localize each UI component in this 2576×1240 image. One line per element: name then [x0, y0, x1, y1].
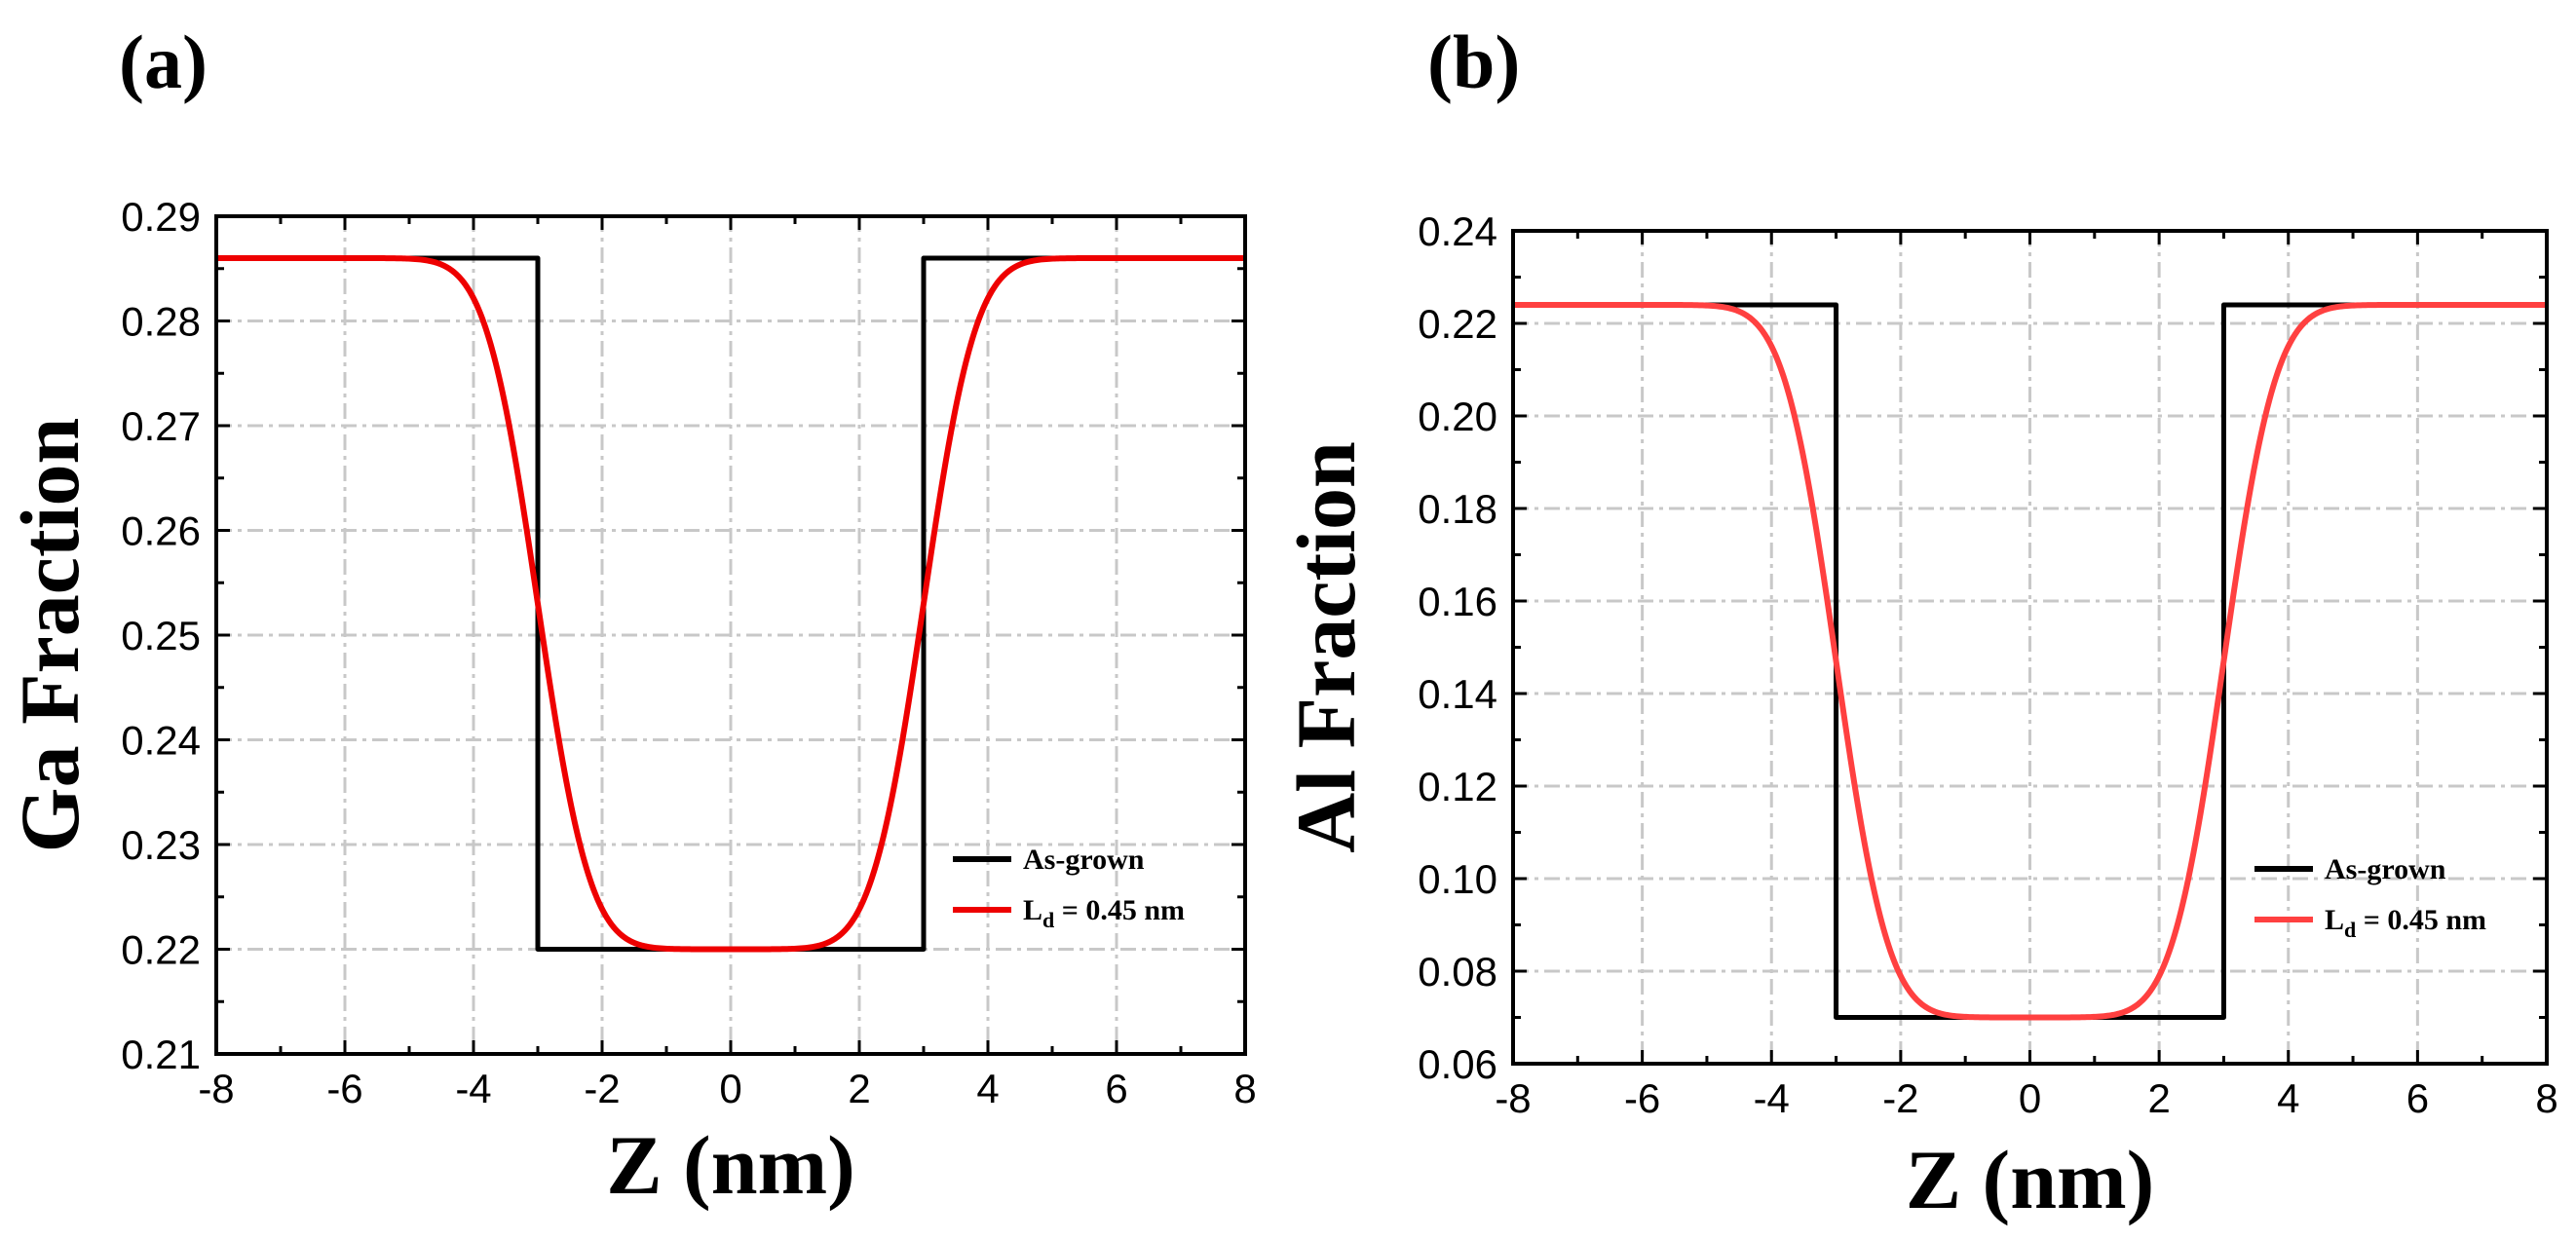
legend-label-main: L [2325, 904, 2344, 936]
y-tick-label: 0.12 [1418, 764, 1497, 809]
x-tick-label: 0 [2019, 1075, 2041, 1121]
x-tick-label: -4 [455, 1066, 491, 1111]
y-tick-label: 0.10 [1418, 856, 1497, 902]
y-tick-label: 0.22 [121, 927, 201, 973]
y-axis-title: Al Fraction [1279, 441, 1373, 853]
legend-label: As-grown [2325, 853, 2446, 885]
x-tick-label: 8 [1233, 1066, 1256, 1111]
y-tick-label: 0.20 [1418, 394, 1497, 439]
x-tick-label: -6 [1624, 1075, 1660, 1121]
y-tick-label: 0.14 [1418, 671, 1497, 717]
x-axis-title: Z (nm) [606, 1118, 855, 1212]
y-tick-label: 0.25 [121, 613, 201, 658]
panel-label: (b) [1427, 19, 1520, 104]
legend-label: Ld = 0.45 nm [1023, 894, 1185, 932]
x-tick-label: 0 [719, 1066, 741, 1111]
x-tick-label: 2 [2147, 1075, 2170, 1121]
x-tick-label: -8 [198, 1066, 234, 1111]
x-axis-title: Z (nm) [1906, 1133, 2155, 1226]
y-tick-label: 0.29 [121, 194, 201, 240]
legend-label-sub: d [1042, 908, 1054, 932]
legend-label-sub: d [2344, 918, 2356, 942]
y-tick-label: 0.21 [121, 1032, 201, 1077]
y-tick-label: 0.16 [1418, 579, 1497, 624]
x-tick-label: 4 [2277, 1075, 2299, 1121]
x-tick-label: -4 [1754, 1075, 1790, 1121]
x-tick-label: -6 [326, 1066, 362, 1111]
legend-label-main: As-grown [2325, 853, 2446, 885]
y-tick-label: 0.18 [1418, 486, 1497, 532]
panel-a-chart: (a) -8 -6 -4 -2 0 2 4 6 8 0.21 0.22 0.23 0.24 0.25 0.26… [3, 19, 1257, 1212]
legend-label: Ld = 0.45 nm [2325, 904, 2486, 942]
y-tick-label: 0.22 [1418, 301, 1497, 347]
x-tick-label: -2 [584, 1066, 620, 1111]
x-tick-label: 4 [976, 1066, 999, 1111]
x-tick-label: 6 [2406, 1075, 2429, 1121]
y-tick-label: 0.26 [121, 508, 201, 554]
x-tick-label: -8 [1495, 1075, 1531, 1121]
panel-label: (a) [119, 19, 208, 104]
y-tick-label: 0.08 [1418, 949, 1497, 995]
panel-b-chart: (b) -8 -6 -4 -2 0 2 4 6 8 0.06 0.08 0.10 0.12 0.14 0.16… [1279, 19, 2558, 1226]
y-axis-title: Ga Fraction [3, 418, 96, 853]
series-line-ld [1511, 302, 2549, 1021]
y-tick-label: 0.06 [1418, 1041, 1497, 1087]
legend: As-grown Ld = 0.45 nm [2254, 853, 2486, 942]
legend-label-main: L [1023, 894, 1042, 926]
x-tick-label: -2 [1882, 1075, 1918, 1121]
y-tick-label: 0.24 [121, 718, 201, 764]
y-tick-label: 0.24 [1418, 208, 1497, 254]
y-tick-label: 0.28 [121, 299, 201, 345]
x-tick-label: 8 [2535, 1075, 2557, 1121]
legend-label-rest: = 0.45 nm [1054, 894, 1185, 926]
legend-label: As-grown [1023, 844, 1145, 876]
x-tick-label: 6 [1105, 1066, 1127, 1111]
legend-label-main: As-grown [1023, 844, 1145, 876]
legend: As-grown Ld = 0.45 nm [953, 844, 1185, 932]
y-tick-label: 0.23 [121, 822, 201, 868]
x-tick-label: 2 [848, 1066, 870, 1111]
legend-label-rest: = 0.45 nm [2356, 904, 2486, 936]
y-tick-label: 0.27 [121, 403, 201, 449]
series-line-ld [214, 255, 1247, 953]
